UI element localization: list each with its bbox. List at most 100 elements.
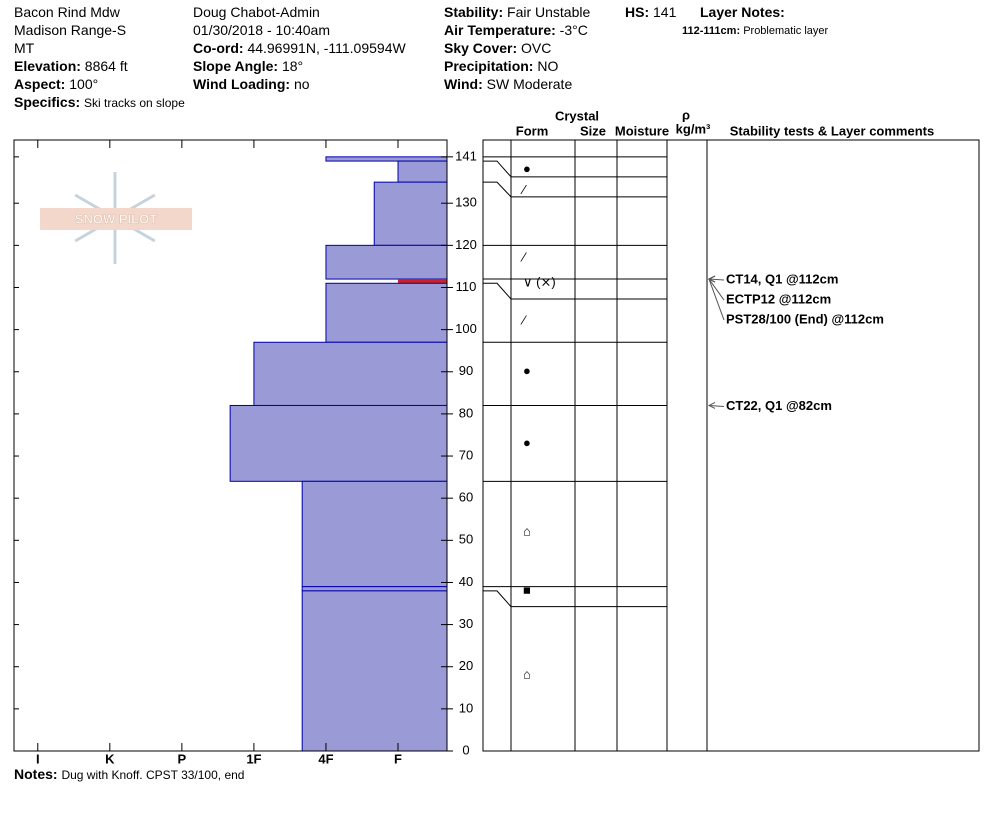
x-tick-label: I bbox=[36, 751, 40, 766]
y-tick-label: 30 bbox=[459, 616, 473, 631]
notes-label: Notes: bbox=[14, 766, 58, 782]
hardness-bar bbox=[301, 480, 448, 588]
header-field: Wind Loading: no bbox=[193, 76, 310, 92]
x-tick-label: K bbox=[105, 751, 115, 766]
y-tick-label: 110 bbox=[456, 279, 477, 294]
hardness-bar bbox=[229, 404, 448, 482]
grain-form: ∨ (⨯) bbox=[523, 275, 556, 290]
field-value: NO bbox=[537, 58, 559, 74]
field-label: Aspect: bbox=[14, 76, 66, 92]
test-arrow bbox=[708, 278, 725, 321]
field-value: Fair Unstable bbox=[507, 4, 591, 20]
field-value: 44.96991N, -111.09594W bbox=[247, 40, 406, 56]
table-frame bbox=[482, 139, 980, 752]
layer-connector bbox=[483, 282, 512, 300]
y-tick-label: 60 bbox=[459, 490, 473, 505]
header-field: Specifics: Ski tracks on slope bbox=[14, 94, 185, 111]
table-header: Size bbox=[580, 123, 606, 138]
grain-form: ⁄ bbox=[520, 182, 527, 197]
stability-test: CT14, Q1 @112cm bbox=[726, 271, 838, 286]
grain-form: ● bbox=[523, 435, 531, 450]
header-field: Bacon Rind Mdw bbox=[14, 4, 120, 20]
header-field: Aspect: 100° bbox=[14, 76, 98, 92]
y-tick-label: 80 bbox=[459, 405, 473, 420]
grain-form: ⌂ bbox=[523, 523, 531, 538]
field-label: Specifics: bbox=[14, 94, 81, 110]
field-value: 100° bbox=[69, 76, 99, 92]
grain-form: ■ bbox=[523, 582, 531, 597]
problem-layer bbox=[398, 279, 447, 284]
layer-connector bbox=[483, 181, 512, 198]
field-label: Slope Angle: bbox=[193, 58, 279, 74]
table-header: Crystal bbox=[555, 108, 599, 123]
field-label: Stability: bbox=[444, 4, 504, 20]
x-tick-label: P bbox=[178, 751, 187, 766]
header-field: MT bbox=[14, 40, 34, 56]
field-label: Air Temperature: bbox=[444, 22, 556, 38]
grain-form: ⌂ bbox=[523, 667, 531, 682]
header-field: Air Temperature: -3°C bbox=[444, 22, 588, 38]
hardness-bar bbox=[325, 156, 448, 162]
field-label: Wind: bbox=[444, 76, 483, 92]
field-value: Doug Chabot-Admin bbox=[193, 4, 320, 20]
layer-note-text: Problematic layer bbox=[743, 25, 829, 37]
plot-frame bbox=[13, 139, 448, 752]
table-header: Form bbox=[516, 123, 549, 138]
hardness-bar bbox=[301, 586, 448, 592]
field-value: Bacon Rind Mdw bbox=[14, 4, 120, 20]
x-tick-label: F bbox=[394, 751, 402, 766]
field-value: 141 bbox=[653, 4, 677, 20]
y-tick-label: 70 bbox=[459, 447, 473, 462]
hardness-bar bbox=[301, 590, 448, 752]
y-tick-label: 0 bbox=[462, 742, 469, 757]
table-header: Moisture bbox=[615, 123, 669, 138]
y-tick-label: 90 bbox=[459, 363, 473, 378]
x-tick-label: 1F bbox=[246, 751, 261, 766]
y-tick-label: 40 bbox=[459, 574, 473, 589]
grain-form: ● bbox=[523, 161, 531, 176]
header-field: 01/30/2018 - 10:40am bbox=[193, 22, 330, 38]
stability-test: ECTP12 @112cm bbox=[726, 291, 831, 306]
stability-test: PST28/100 (End) @112cm bbox=[726, 311, 884, 326]
y-tick-label: 10 bbox=[459, 700, 473, 715]
table-header: kg/m³ bbox=[676, 121, 711, 136]
header-field: Slope Angle: 18° bbox=[193, 58, 303, 74]
header-field: Stability: Fair Unstable bbox=[444, 4, 590, 20]
hardness-bar bbox=[253, 341, 448, 406]
y-tick-label: 100 bbox=[455, 321, 477, 336]
grain-form: ⁄ bbox=[520, 249, 527, 264]
layer-connector bbox=[483, 160, 512, 178]
header-field: Precipitation: NO bbox=[444, 58, 558, 74]
field-value: no bbox=[293, 76, 310, 92]
field-value: 18° bbox=[281, 58, 304, 74]
hardness-bar bbox=[397, 160, 448, 183]
hardness-bar bbox=[325, 244, 448, 280]
y-tick-label: 20 bbox=[459, 658, 473, 673]
layer-note-depth: 112-111cm: bbox=[682, 25, 741, 37]
header-field: Sky Cover: OVC bbox=[444, 40, 551, 56]
arrow-head bbox=[707, 402, 716, 409]
layer-notes-title: Layer Notes: bbox=[700, 4, 785, 20]
logo: SNOW PILOT bbox=[40, 172, 192, 264]
field-value: Ski tracks on slope bbox=[84, 96, 185, 110]
field-label: Elevation: bbox=[14, 58, 81, 74]
stability-test: CT22, Q1 @82cm bbox=[726, 398, 832, 413]
arrow-head bbox=[707, 275, 716, 283]
field-label: HS: bbox=[625, 4, 650, 20]
logo-text: SNOW PILOT bbox=[75, 211, 157, 226]
field-value: Madison Range-S bbox=[14, 22, 127, 38]
field-value: 01/30/2018 - 10:40am bbox=[193, 22, 330, 38]
hardness-bar bbox=[373, 181, 448, 246]
header-field: Co-ord: 44.96991N, -111.09594W bbox=[193, 40, 406, 56]
grain-form: ● bbox=[523, 363, 531, 378]
grain-form: ⁄ bbox=[520, 313, 527, 328]
header-field: HS: 141 bbox=[625, 4, 676, 20]
header-field: Elevation: 8864 ft bbox=[14, 58, 128, 74]
header-field: Doug Chabot-Admin bbox=[193, 4, 320, 20]
x-tick-label: 4F bbox=[318, 751, 333, 766]
y-tick-label: 50 bbox=[459, 532, 473, 547]
y-tick-label: 141 bbox=[455, 148, 477, 163]
layer-note: 112-111cm: Problematic layer bbox=[682, 23, 828, 39]
table-header: ρ bbox=[682, 107, 690, 122]
